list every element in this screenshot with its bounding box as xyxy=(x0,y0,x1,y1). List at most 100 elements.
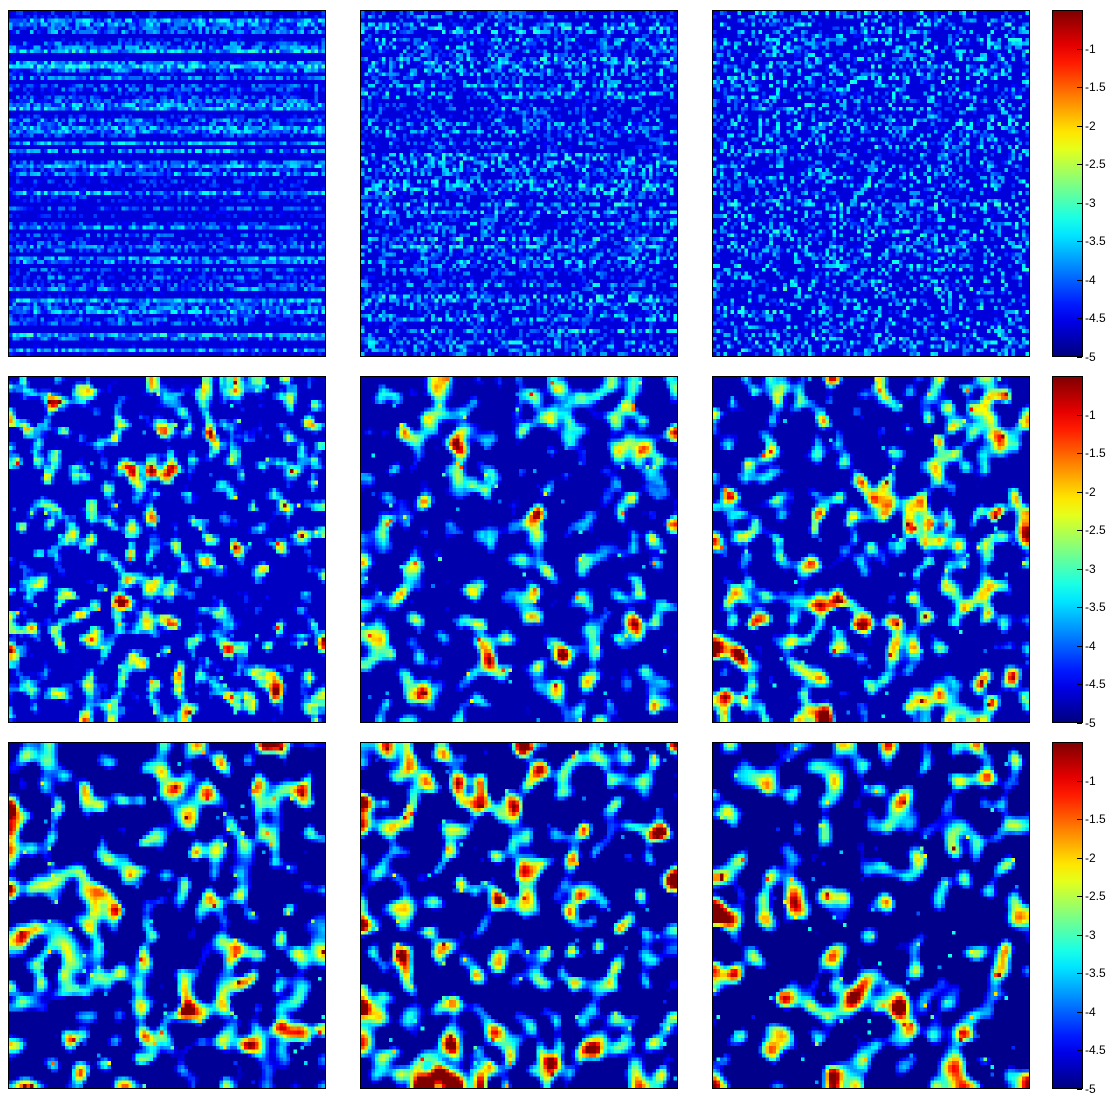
heatmap-cell xyxy=(258,214,262,218)
heatmap-cell xyxy=(23,310,27,314)
heatmap-cell xyxy=(290,103,294,107)
heatmap-cell xyxy=(410,11,414,15)
heatmap-cell xyxy=(167,130,171,134)
heatmap-cell xyxy=(27,69,31,73)
heatmap-cell xyxy=(107,310,111,314)
heatmap-cell xyxy=(304,306,308,310)
heatmap-cell xyxy=(93,214,97,218)
heatmap-cell xyxy=(283,333,287,337)
heatmap-cell xyxy=(163,107,167,111)
heatmap-cell xyxy=(79,164,83,168)
heatmap-cell xyxy=(90,69,94,73)
heatmap-cell xyxy=(304,245,308,249)
heatmap-cell xyxy=(128,149,132,153)
heatmap-cell xyxy=(227,237,231,241)
heatmap-cell xyxy=(484,19,488,23)
heatmap-cell xyxy=(269,249,273,253)
heatmap-cell xyxy=(262,302,266,306)
heatmap-cell xyxy=(666,15,670,19)
heatmap-cell xyxy=(167,141,171,145)
heatmap-cell xyxy=(167,184,171,188)
heatmap-cell xyxy=(51,287,55,291)
heatmap-cell xyxy=(220,226,224,230)
heatmap-cell xyxy=(13,19,17,23)
heatmap-cell xyxy=(128,249,132,253)
heatmap-cell xyxy=(86,245,90,249)
heatmap-cell xyxy=(202,65,206,69)
heatmap-cell xyxy=(293,276,297,280)
heatmap-cell xyxy=(167,249,171,253)
heatmap-cell xyxy=(304,256,308,260)
heatmap-cell xyxy=(314,207,318,211)
heatmap-cell xyxy=(185,283,189,287)
heatmap-cell xyxy=(27,23,31,27)
heatmap-cell xyxy=(244,256,248,260)
heatmap-cell xyxy=(202,306,206,310)
heatmap-cell xyxy=(79,314,83,318)
heatmap-cell xyxy=(199,130,203,134)
heatmap-cell xyxy=(160,65,164,69)
heatmap-cell xyxy=(297,88,301,92)
heatmap-cell xyxy=(202,207,206,211)
heatmap-cell xyxy=(132,107,136,111)
heatmap-cell xyxy=(72,130,76,134)
heatmap-cell xyxy=(55,126,59,130)
heatmap-cell xyxy=(393,23,397,27)
heatmap-cell xyxy=(167,302,171,306)
heatmap-cell xyxy=(167,276,171,280)
heatmap-cell xyxy=(237,207,241,211)
heatmap-cell xyxy=(163,191,167,195)
heatmap-cell xyxy=(160,122,164,126)
heatmap-cell xyxy=(174,287,178,291)
heatmap-cell xyxy=(311,172,315,176)
heatmap-cell xyxy=(283,76,287,80)
heatmap-cell xyxy=(142,141,146,145)
heatmap-cell xyxy=(76,42,80,46)
heatmap-cell xyxy=(146,145,150,149)
heatmap-cell xyxy=(304,226,308,230)
heatmap-cell xyxy=(269,26,273,30)
heatmap-cell xyxy=(181,92,185,96)
heatmap-cell xyxy=(121,207,125,211)
heatmap-cell xyxy=(178,333,182,337)
heatmap-cell xyxy=(171,299,175,303)
heatmap-cell xyxy=(76,65,80,69)
heatmap-cell xyxy=(223,352,227,356)
heatmap-cell xyxy=(69,141,73,145)
heatmap-cell xyxy=(86,65,90,69)
heatmap-cell xyxy=(139,276,143,280)
heatmap-cell xyxy=(494,15,498,19)
heatmap-cell xyxy=(69,333,73,337)
heatmap-cell xyxy=(111,164,115,168)
heatmap-cell xyxy=(111,241,115,245)
heatmap-cell xyxy=(262,337,266,341)
heatmap-cell xyxy=(265,226,269,230)
heatmap-cell xyxy=(178,283,182,287)
heatmap-cell xyxy=(272,19,276,23)
heatmap-cell xyxy=(9,130,13,134)
heatmap-cell xyxy=(9,168,13,172)
heatmap-cell xyxy=(321,126,325,130)
heatmap-cell xyxy=(241,23,245,27)
heatmap-cell xyxy=(125,333,129,337)
heatmap-cell xyxy=(234,191,238,195)
heatmap-cell xyxy=(37,226,41,230)
heatmap-cell xyxy=(220,348,224,352)
heatmap-cell xyxy=(283,276,287,280)
heatmap-cell xyxy=(34,260,38,264)
heatmap-cell xyxy=(86,310,90,314)
heatmap-cell xyxy=(188,65,192,69)
heatmap-cell xyxy=(272,310,276,314)
heatmap-cell xyxy=(307,153,311,157)
heatmap-cell xyxy=(213,23,217,27)
heatmap-cell xyxy=(234,76,238,80)
heatmap-cell xyxy=(146,161,150,165)
heatmap-cell xyxy=(244,30,248,34)
heatmap-cell xyxy=(30,222,34,226)
heatmap-cell xyxy=(9,103,13,107)
heatmap-cell xyxy=(97,233,101,237)
heatmap-cell xyxy=(227,65,231,69)
heatmap-cell xyxy=(181,30,185,34)
heatmap-cell xyxy=(174,283,178,287)
heatmap-cell xyxy=(311,161,315,165)
